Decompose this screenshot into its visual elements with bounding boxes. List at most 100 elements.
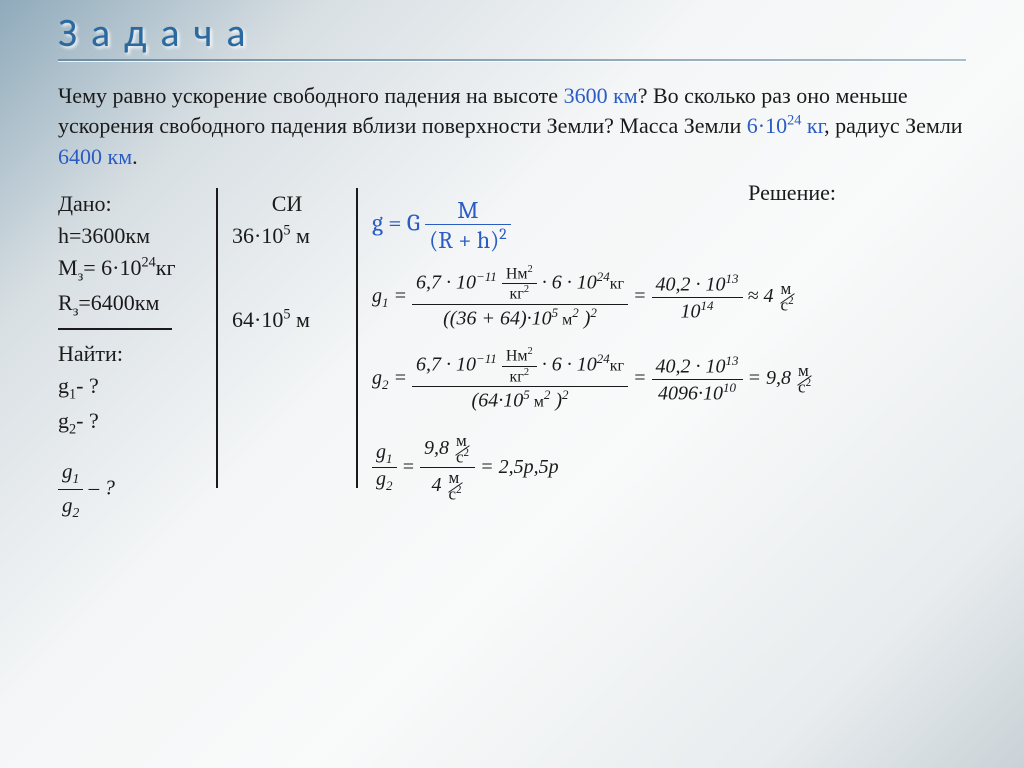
g2-den-out-sup: 2 <box>562 387 569 402</box>
g1-unit-frac: Нм2 кг2 <box>502 264 537 304</box>
g1-approx: ≈ 4 <box>748 285 779 307</box>
ratio-num-ud: с2 <box>456 447 469 468</box>
title-underline <box>58 59 966 61</box>
find-g2: g2- ? <box>58 405 208 440</box>
g2-den-u: м <box>530 394 544 411</box>
calc-ratio: g1 g2 = 9,8 м с2 4 м <box>372 431 966 505</box>
g1-q: - ? <box>76 373 99 398</box>
g1-unit-num-t: Нм <box>506 265 528 282</box>
mass-exp: 24 <box>787 113 801 129</box>
ratio-val-frac: 9,8 м с2 4 м с2 <box>420 431 475 505</box>
g2-res-den: 4096·1010 <box>652 380 743 406</box>
si-h-unit: м <box>290 223 309 248</box>
g2-g: 6,7 · 10 <box>416 354 476 376</box>
g2-approx: = 9,8 <box>748 367 797 389</box>
find-g1: g1- ? <box>58 370 208 405</box>
g2-m-sup: 24 <box>597 351 610 366</box>
given-r: Rз=6400км <box>58 287 208 322</box>
g1-res-num-v: 40,2 · 10 <box>656 274 726 296</box>
si-r-val: 64·10 <box>232 307 283 332</box>
problem-part: , радиус Земли <box>824 113 962 138</box>
problem-text: Чему равно ускорение свободного падения … <box>58 81 966 172</box>
si-r-unit: м <box>290 307 309 332</box>
g1-res-den: 1014 <box>652 298 743 324</box>
ratio-num: g1 <box>58 456 83 490</box>
ratio-den: g2 <box>58 490 83 523</box>
mass-unit: кг <box>801 113 824 138</box>
problem-part: . <box>132 144 138 169</box>
slide: Задача Чему равно ускорение свободного п… <box>0 0 1024 523</box>
g1-unit-den-s: 2 <box>524 284 529 295</box>
given-block: Дано: h=3600км Mз= 6·1024кг Rз=6400км На… <box>58 188 208 523</box>
g1-res-num: 40,2 · 1013 <box>652 271 743 298</box>
m-sym: M <box>58 255 78 280</box>
g1-frac2: 40,2 · 1013 1014 <box>652 271 743 323</box>
g2-unit-den-s: 2 <box>524 367 529 378</box>
ratio-num-ud-t: с <box>456 447 464 466</box>
g1-den-close: ) <box>579 307 591 329</box>
si-r: 64·105 м <box>232 304 342 336</box>
formula-den-a: (R + h) <box>429 226 499 254</box>
si-label: СИ <box>232 188 342 220</box>
g2-sym: g <box>58 408 69 433</box>
calc-g2: g2 = 6,7 · 10−11 Нм2 кг2 · 6 · 1024кг (6… <box>372 346 966 412</box>
g1-lhs: g1 = <box>372 285 412 307</box>
g1-fu-d-t: с <box>781 296 789 315</box>
m-unit: кг <box>156 255 176 280</box>
m-sup: 24 <box>141 255 155 271</box>
g2-q: - ? <box>76 408 99 433</box>
given-m: Mз= 6·1024кг <box>58 252 208 287</box>
g1-unit-num-s: 2 <box>528 264 533 275</box>
g1-g-sup: −11 <box>476 269 497 284</box>
g2-fu-d-s: 2 <box>806 377 812 389</box>
g2-num: 6,7 · 10−11 Нм2 кг2 · 6 · 1024кг <box>412 346 628 387</box>
g2-den-close: ) <box>550 390 562 412</box>
g1-res-num-s: 13 <box>726 271 739 286</box>
g2-res-num-v: 40,2 · 10 <box>656 356 726 378</box>
m-val: = 6·10 <box>83 255 141 280</box>
si-block: СИ 36·105 м 64·105 м <box>226 188 342 523</box>
given-h: h=3600км <box>58 220 208 252</box>
g1-den-a: ((36 + 64)·10 <box>443 307 551 329</box>
g1-unit-den-t: кг <box>509 286 523 303</box>
r-val: =6400км <box>78 290 159 315</box>
ratio-lhs-den: g2 <box>372 468 397 494</box>
divider-2 <box>356 188 358 488</box>
g1-m-sup: 24 <box>597 269 610 284</box>
solution-area: Решение: g = G M (R + h)2 g1 = 6,7 · 10−… <box>372 188 966 523</box>
g2-res-den-v: 4096·10 <box>658 383 723 405</box>
ratio-num-unit: м с2 <box>454 431 471 468</box>
g2-m-u: кг <box>610 358 624 375</box>
si-h-val: 36·10 <box>232 223 283 248</box>
g2-res-den-s: 10 <box>723 380 736 395</box>
g1-unit-den: кг2 <box>502 284 537 303</box>
g1-m-u: кг <box>610 276 624 293</box>
formula-den-sup: 2 <box>499 225 506 243</box>
g2-eq2: = <box>633 367 652 389</box>
ratio-den-ud-s: 2 <box>456 484 462 496</box>
g1-m: · 6 · 10 <box>542 272 597 294</box>
divider-1 <box>216 188 218 488</box>
g1-fu-d-s: 2 <box>788 295 794 307</box>
solution-row: Дано: h=3600км Mз= 6·1024кг Rз=6400км На… <box>58 188 966 523</box>
g2-lhs: g2 = <box>372 367 412 389</box>
ratio-val-num: 9,8 м с2 <box>420 431 475 469</box>
main-formula: g = G M (R + h)2 <box>372 196 966 254</box>
g2-fu-d-t: с <box>798 378 806 397</box>
si-spacer <box>232 252 342 304</box>
ratio-num-ud-s: 2 <box>464 447 470 459</box>
g1-den-out-sup: 2 <box>590 305 597 320</box>
ratio-den-ud-t: с <box>449 485 457 504</box>
g2-unit-num-t: Нм <box>506 348 528 365</box>
g2-res-num-s: 13 <box>726 353 739 368</box>
ratio-eq: = <box>402 455 421 477</box>
g2-g-sup: −11 <box>476 351 497 366</box>
g1-fu-d: с2 <box>781 295 794 316</box>
formula-frac: M (R + h)2 <box>425 196 511 254</box>
ratio-lhs-frac: g1 g2 <box>372 441 397 494</box>
g2-unit-num-s: 2 <box>528 346 533 357</box>
g2-sym: g <box>372 367 382 389</box>
ratio-den-v: 4 <box>432 474 447 496</box>
find-ratio: g1 g2 – ? <box>58 456 208 523</box>
g1-res-den-v: 10 <box>681 300 701 322</box>
